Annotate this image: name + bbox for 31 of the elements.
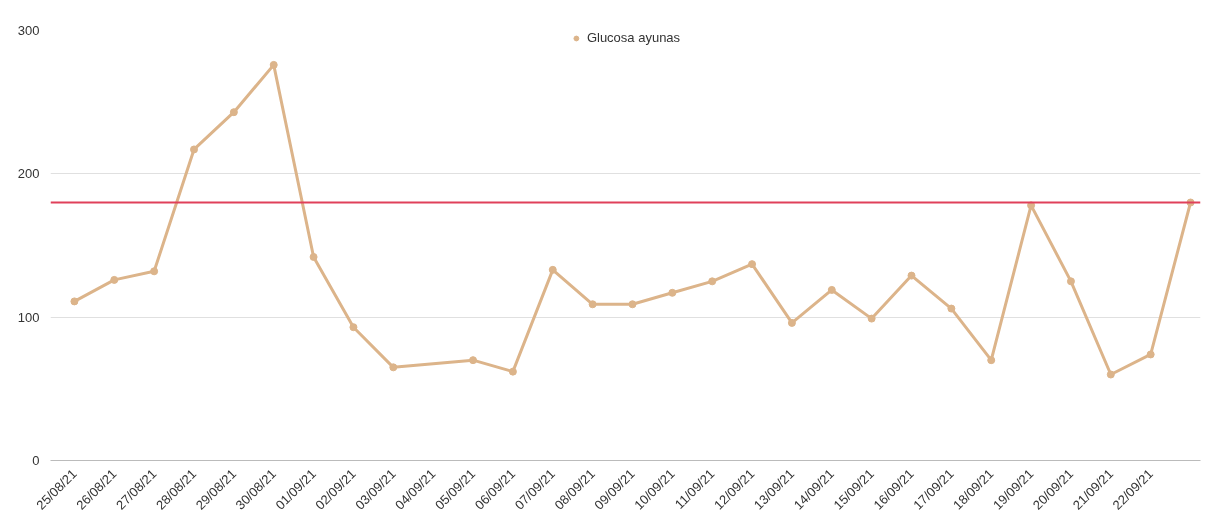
point <box>987 356 996 365</box>
point <box>867 314 876 323</box>
point <box>349 323 358 332</box>
point <box>748 260 757 269</box>
point <box>70 297 79 306</box>
point <box>1106 370 1115 379</box>
point <box>1066 277 1075 286</box>
point <box>708 277 717 286</box>
y-tick-label: 100 <box>17 309 40 325</box>
point <box>907 271 916 280</box>
point <box>628 300 637 309</box>
y-tick-label: 300 <box>17 23 40 38</box>
y-tick-label: 0 <box>32 453 40 468</box>
point <box>668 288 677 297</box>
point <box>1146 350 1155 359</box>
point <box>389 363 398 372</box>
point <box>947 304 956 313</box>
point <box>827 285 836 294</box>
point <box>110 275 119 284</box>
point <box>548 265 557 274</box>
point <box>269 60 278 69</box>
point <box>309 252 318 261</box>
point <box>469 356 478 365</box>
point <box>588 300 597 309</box>
point <box>229 108 238 117</box>
y-tick-label: 200 <box>17 166 40 182</box>
point <box>508 367 517 376</box>
point <box>787 318 796 327</box>
point <box>190 145 198 154</box>
point <box>150 267 159 276</box>
legend-label: Glucosa ayunas <box>586 30 681 45</box>
